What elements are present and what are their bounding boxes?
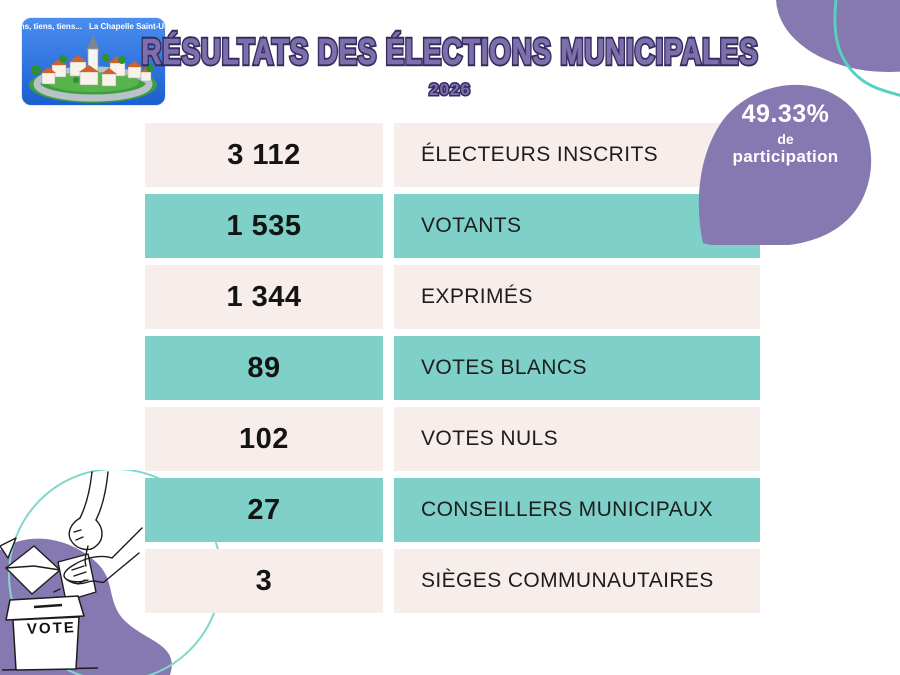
- village-illustration: [29, 35, 157, 103]
- participation-label: participation: [732, 146, 839, 166]
- logo-banner: Tiens, tiens, tiens... La Chapelle Saint…: [22, 18, 165, 31]
- result-label: VOTES BLANCS: [394, 336, 760, 400]
- result-value: 1 535: [145, 194, 383, 258]
- result-value: 27: [145, 478, 383, 542]
- participation-value: 49.33%: [741, 100, 830, 128]
- vote-box-label: VOTE: [26, 619, 77, 638]
- table-row: 27 CONSEILLERS MUNICIPAUX: [145, 478, 760, 542]
- table-row: 1 344 EXPRIMÉS: [145, 265, 760, 329]
- result-value: 3: [145, 549, 383, 613]
- table-row: 102 VOTES NULS: [145, 407, 760, 471]
- hand-sketch: [68, 471, 109, 567]
- results-table: 3 112 ÉLECTEURS INSCRITS 1 535 VOTANTS 1…: [145, 123, 760, 620]
- envelope-icon: [0, 537, 17, 559]
- result-label: SIÈGES COMMUNAUTAIRES: [394, 549, 760, 613]
- result-value: 102: [145, 407, 383, 471]
- title-year: 2026: [428, 79, 472, 101]
- table-row: 3 112 ÉLECTEURS INSCRITS: [145, 123, 760, 187]
- result-label: CONSEILLERS MUNICIPAUX: [394, 478, 760, 542]
- envelope-icon: [5, 545, 61, 595]
- table-row: 89 VOTES BLANCS: [145, 336, 760, 400]
- table-row: 3 SIÈGES COMMUNAUTAIRES: [145, 549, 760, 613]
- logo-tagline: Tiens, tiens, tiens...: [22, 22, 82, 31]
- envelope-icon: [57, 553, 97, 602]
- logo-town-name: La Chapelle Saint-Ursin: [88, 22, 165, 31]
- page-title: RÉSULTATS DES ÉLECTIONS MUNICIPALES: [140, 29, 760, 74]
- town-logo: Tiens, tiens, tiens... La Chapelle Saint…: [22, 18, 165, 105]
- result-value: 89: [145, 336, 383, 400]
- result-label: VOTANTS: [394, 194, 760, 258]
- participation-connector: de: [777, 130, 794, 147]
- result-label: VOTES NULS: [394, 407, 760, 471]
- result-label: EXPRIMÉS: [394, 265, 760, 329]
- result-value: 3 112: [145, 123, 383, 187]
- participation-text: 49.33% de participation: [703, 100, 868, 166]
- table-row: 1 535 VOTANTS: [145, 194, 760, 258]
- result-value: 1 344: [145, 265, 383, 329]
- hand-sketch: [63, 527, 143, 585]
